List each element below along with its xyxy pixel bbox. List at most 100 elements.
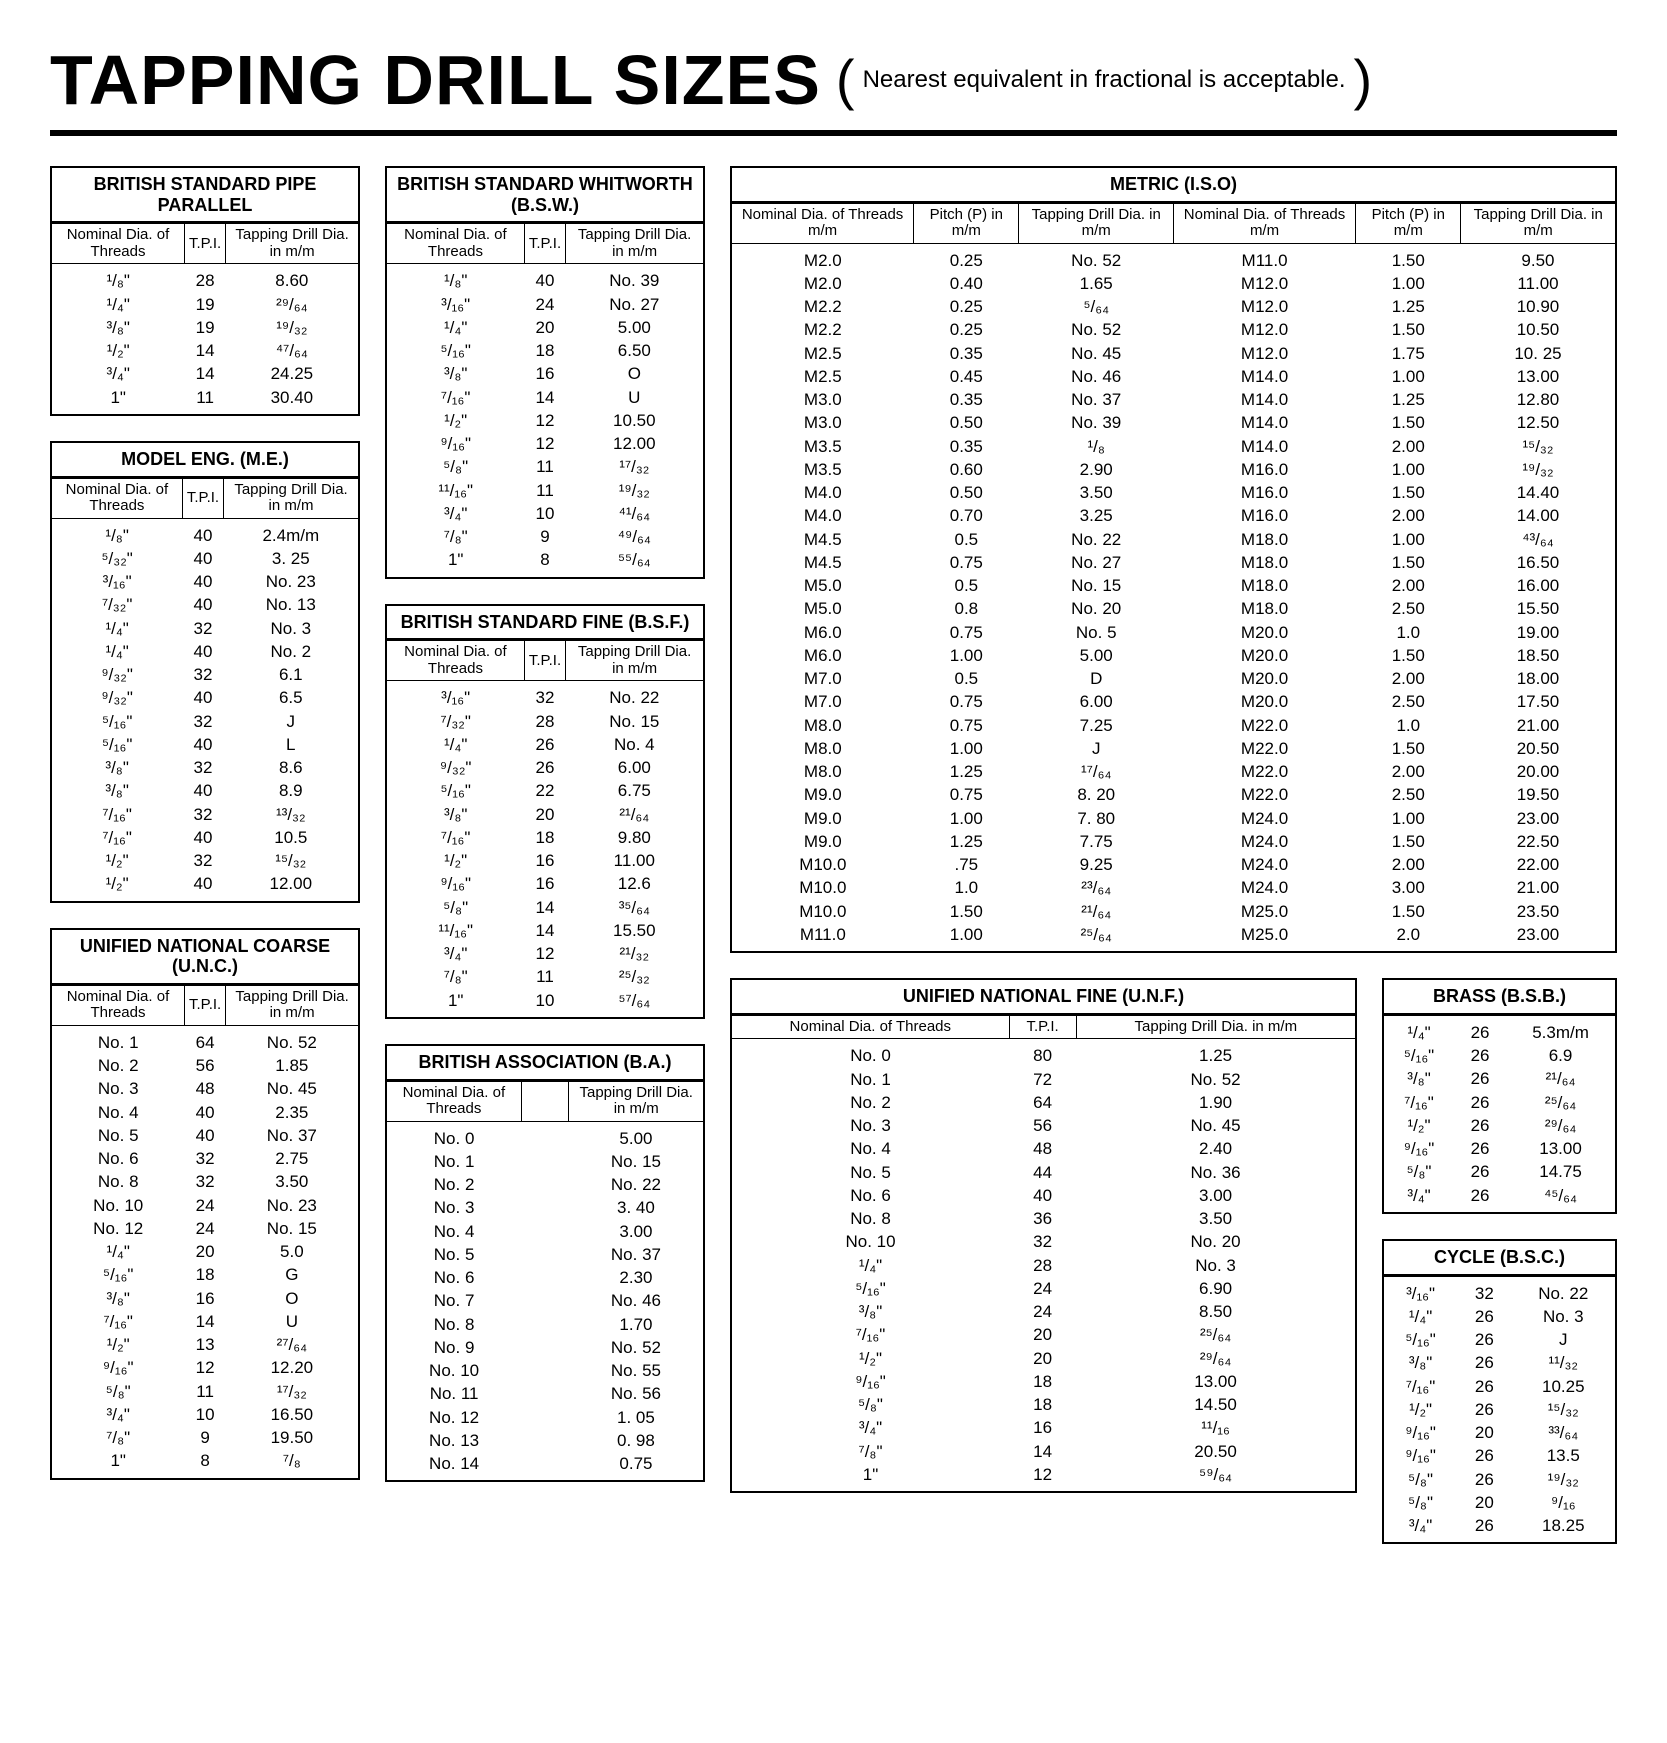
table-row: ⁵/₁₆"226.75 [386,779,704,802]
cell: ³/₄" [386,942,524,965]
table-row: M10.0.759.25M24.02.0022.00 [731,853,1616,876]
col-header: Nominal Dia. of Threads [51,478,182,519]
cell: No. 14 [386,1452,521,1481]
cell: 12 [524,409,565,432]
cell [521,1429,569,1452]
cell: No. 5 [386,1243,521,1266]
cell: No. 4 [51,1101,184,1124]
cell: M9.0 [731,807,914,830]
table-row: M5.00.8No. 20M18.02.5015.50 [731,597,1616,620]
table-row: M3.50.602.90M16.01.00¹⁹/₃₂ [731,458,1616,481]
cell: ⁵⁹/₆₄ [1076,1463,1356,1492]
table-row: ³/₈"16O [51,1287,359,1310]
cell: M25.0 [1173,900,1355,923]
cell: 14.75 [1506,1160,1616,1183]
cell: 72 [1009,1068,1076,1091]
cell: 11.00 [1461,272,1616,295]
col-header: Tapping Drill Dia. in m/m [224,478,359,519]
cell: ⁵/₈" [731,1393,1009,1416]
cell: 6.90 [1076,1277,1356,1300]
table-row: ⁵/₁₆"186.50 [386,339,704,362]
cell: 11 [524,965,565,988]
cell: 11 [184,386,225,415]
cell: No. 11 [386,1382,521,1405]
cell: 1.25 [914,830,1019,853]
cell: ¹/₂" [51,339,184,362]
cell: No. 15 [566,710,704,733]
table-row: No. 9No. 52 [386,1336,704,1359]
table-row: M4.00.503.50M16.01.5014.40 [731,481,1616,504]
table-unf: UNIFIED NATIONAL FINE (U.N.F.)Nominal Di… [730,978,1357,1493]
cell: 19 [184,316,225,339]
cell: 1.50 [1356,900,1461,923]
cell: 21.00 [1461,714,1616,737]
cell: 1.65 [1019,272,1173,295]
paren-open: ( [836,66,855,94]
table-row: ¹/₄"26No. 3 [1383,1305,1616,1328]
table-cycle: CYCLE (B.S.C.)³/₁₆"32No. 22¹/₄"26No. 3⁵/… [1382,1239,1617,1544]
cell: 14 [1009,1440,1076,1463]
cell: ⁹/₁₆" [386,872,524,895]
cell: 32 [182,756,223,779]
cell: ⁷/₈" [386,525,524,548]
subtitle-wrap: ( Nearest equivalent in fractional is ac… [836,66,1372,94]
cell: ¹/₄" [386,733,524,756]
cell: 16.50 [226,1403,359,1426]
table-row: ³/₈"20²¹/₆₄ [386,803,704,826]
col-header: Nominal Dia. of Threads m/m [1173,203,1355,244]
cell: 0.75 [569,1452,704,1481]
table-caption: BRITISH STANDARD PIPE PARALLEL [50,166,360,222]
cell: ¹/₂" [731,1347,1009,1370]
cell: M3.0 [731,411,914,434]
table-row: 1"12⁵⁹/₆₄ [731,1463,1356,1492]
cell: 19.50 [1461,783,1616,806]
table-row: ¹/₄"205.0 [51,1240,359,1263]
cell: No. 2 [224,640,359,663]
cell: ²⁹/₆₄ [1076,1347,1356,1370]
cell: ¹⁵/₃₂ [1512,1398,1616,1421]
cell: ⁵/₁₆" [731,1277,1009,1300]
table-row: No. 544No. 36 [731,1161,1356,1184]
cell: ⁴³/₆₄ [1461,528,1616,551]
cell: 2.75 [226,1147,359,1170]
cell: ³/₄" [731,1416,1009,1439]
cell: 40 [182,593,223,616]
table-row: ¹/₂"20²⁹/₆₄ [731,1347,1356,1370]
cell: ⁵/₈" [386,896,524,919]
table-row: ⁹/₁₆"2613.5 [1383,1444,1616,1467]
cell: 16.50 [1461,551,1616,574]
cell: ⁷/₈ [226,1449,359,1478]
cell: M18.0 [1173,574,1355,597]
cell: M24.0 [1173,853,1355,876]
table-row: ⁷/₃₂"40No. 13 [51,593,359,616]
cell: ¹/₂" [51,872,182,901]
column-3: METRIC (I.S.O)Nominal Dia. of Threads m/… [730,166,1617,1544]
cell: 10.5 [224,826,359,849]
cell: ¹³/₃₂ [224,803,359,826]
cell: No. 22 [566,681,704,710]
cell: 1.00 [1356,807,1461,830]
cell: ⁹/₁₆ [1512,1491,1616,1514]
cell: No. 27 [1019,551,1173,574]
cell: 40 [182,733,223,756]
cell: 12.80 [1461,388,1616,411]
table-row: ¹/₄"40No. 2 [51,640,359,663]
cell: 10 [184,1403,225,1426]
cell: 13.00 [1461,365,1616,388]
col-header: T.P.I. [524,223,565,264]
cell: 64 [184,1025,225,1054]
cell: ¹/₈" [51,518,182,547]
table-row: ³/₈"16O [386,362,704,385]
cell: ¹⁹/₃₂ [226,316,359,339]
cell: M4.0 [731,504,914,527]
table-row: M4.50.75No. 27M18.01.5016.50 [731,551,1616,574]
table-row: No. 6403.00 [731,1184,1356,1207]
cell: 64 [1009,1091,1076,1114]
table-caption: BRASS (B.S.B.) [1382,978,1617,1014]
table-row: No. 8363.50 [731,1207,1356,1230]
table-row: ³/₄"1016.50 [51,1403,359,1426]
cell: M4.5 [731,551,914,574]
cell: 1.00 [914,737,1019,760]
table-row: ⁹/₁₆"2613.00 [1383,1137,1616,1160]
cell: 16.00 [1461,574,1616,597]
